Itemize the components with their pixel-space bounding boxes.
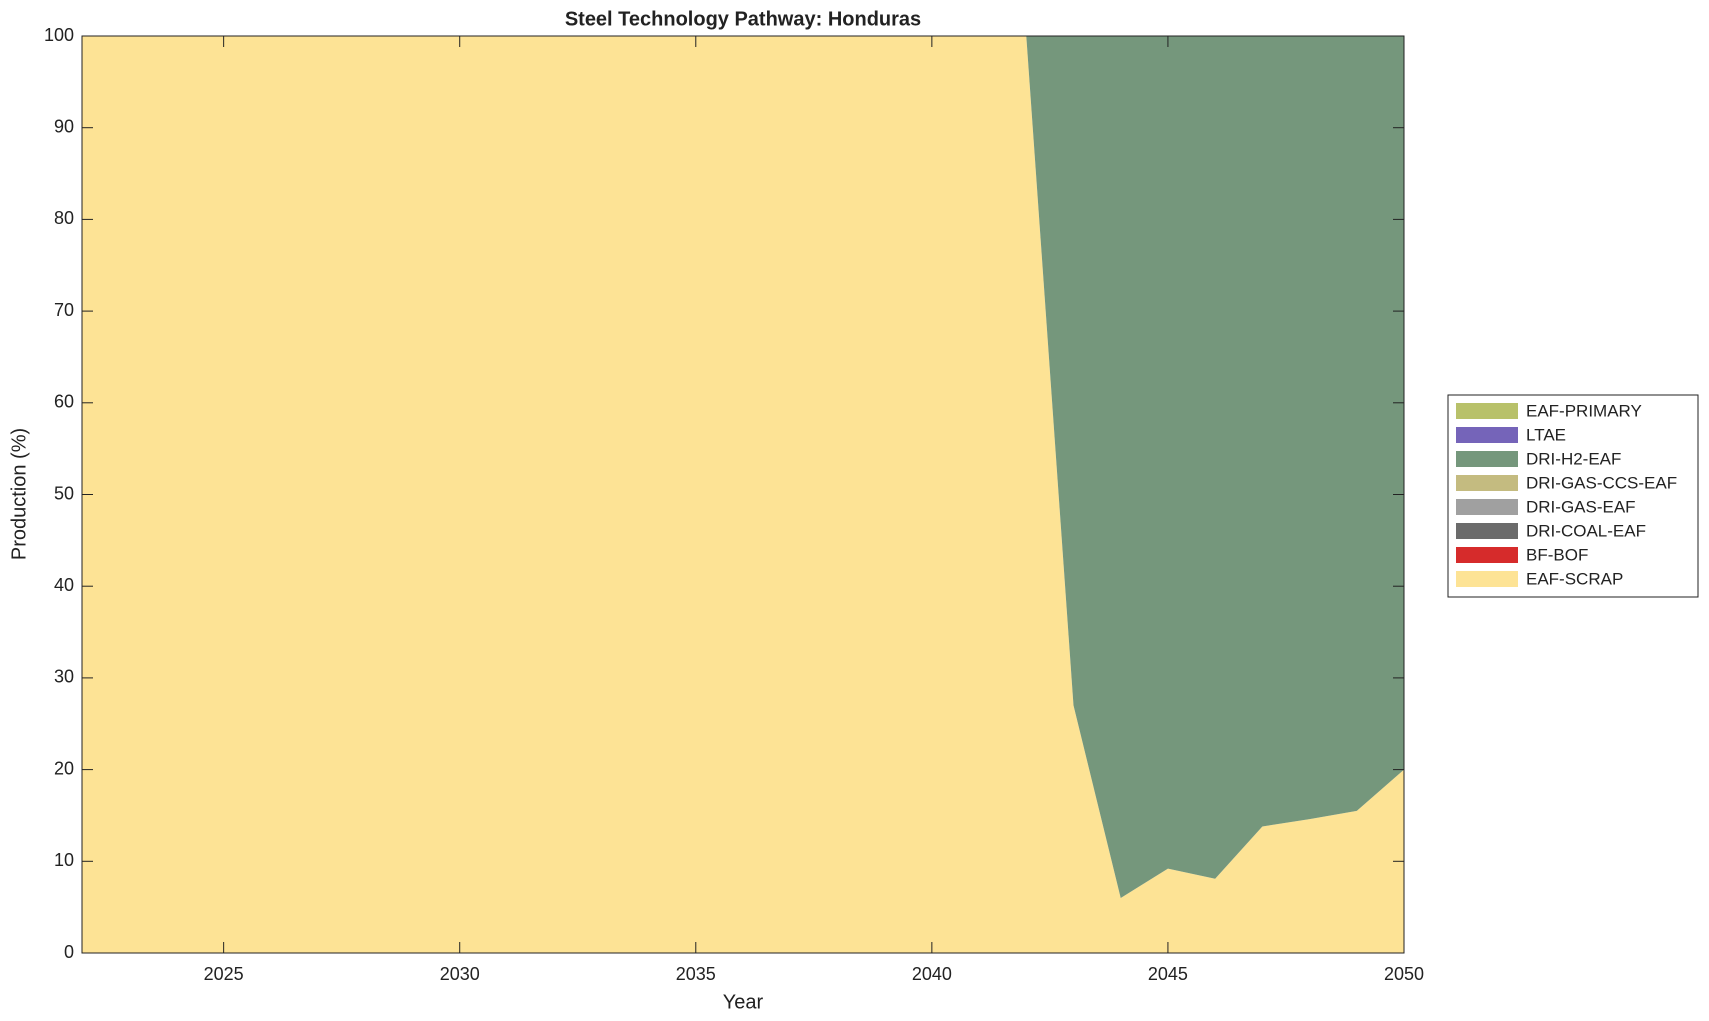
legend-swatch — [1456, 427, 1518, 443]
y-tick-label: 10 — [54, 850, 74, 870]
y-tick-label: 20 — [54, 758, 74, 778]
y-tick-label: 100 — [44, 25, 74, 45]
x-tick-label: 2025 — [204, 964, 244, 984]
legend-swatch — [1456, 475, 1518, 491]
legend-label: BF-BOF — [1526, 545, 1588, 564]
y-tick-label: 40 — [54, 575, 74, 595]
x-tick-label: 2040 — [912, 964, 952, 984]
y-tick-label: 50 — [54, 483, 74, 503]
x-tick-label: 2030 — [440, 964, 480, 984]
x-axis-label: Year — [723, 991, 764, 1013]
legend-label: DRI-COAL-EAF — [1526, 521, 1646, 540]
legend-swatch — [1456, 523, 1518, 539]
y-tick-label: 60 — [54, 392, 74, 412]
legend-label: LTAE — [1526, 425, 1566, 444]
legend-swatch — [1456, 499, 1518, 515]
x-tick-label: 2035 — [676, 964, 716, 984]
y-tick-label: 30 — [54, 667, 74, 687]
legend-swatch — [1456, 451, 1518, 467]
y-axis-label: Production (%) — [8, 428, 30, 560]
x-tick-label: 2050 — [1384, 964, 1424, 984]
y-tick-label: 0 — [64, 942, 74, 962]
legend-label: EAF-PRIMARY — [1526, 401, 1642, 420]
legend-box — [1447, 394, 1699, 598]
legend-label: DRI-H2-EAF — [1526, 449, 1621, 468]
chart-title: Steel Technology Pathway: Honduras — [565, 8, 921, 30]
legend-label: EAF-SCRAP — [1526, 569, 1623, 588]
legend-label: DRI-GAS-EAF — [1526, 497, 1636, 516]
area — [82, 36, 1404, 953]
y-tick-label: 80 — [54, 208, 74, 228]
legend-label: DRI-GAS-CCS-EAF — [1526, 473, 1677, 492]
legend-swatch — [1456, 403, 1518, 419]
legend-swatch — [1456, 571, 1518, 587]
legend-swatch — [1456, 547, 1518, 563]
y-tick-label: 90 — [54, 116, 74, 136]
area — [82, 36, 1404, 898]
y-tick-label: 70 — [54, 300, 74, 320]
legend: EAF-PRIMARY LTAE DRI-H2-EAF DRI-GAS-CCS-EAF… — [1447, 394, 1699, 598]
x-tick-label: 2045 — [1148, 964, 1188, 984]
